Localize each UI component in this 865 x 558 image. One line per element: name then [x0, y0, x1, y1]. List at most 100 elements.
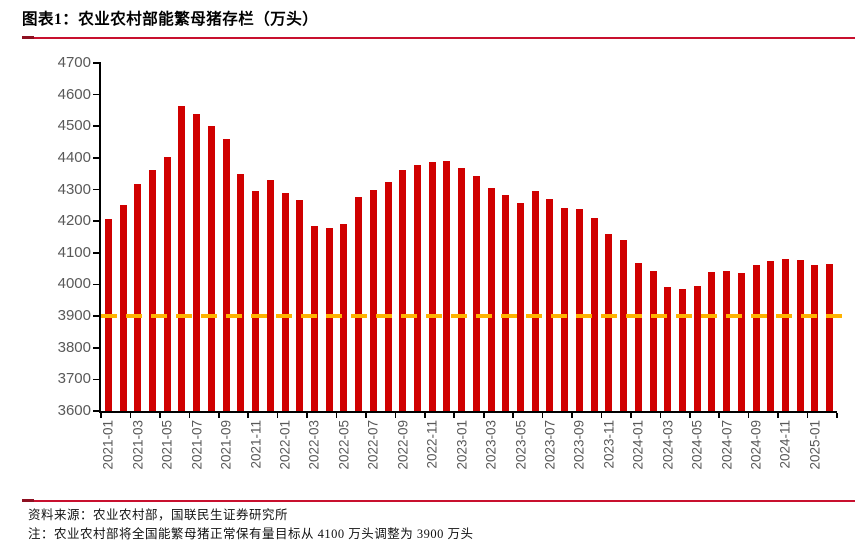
- bar: [634, 263, 642, 411]
- y-axis-label: 4200: [57, 212, 91, 230]
- x-axis-label: 2021-09: [218, 420, 234, 470]
- bar: [531, 190, 539, 411]
- bar: [561, 208, 569, 411]
- bar: [222, 139, 230, 411]
- y-axis-tick: [93, 220, 100, 222]
- bar: [693, 285, 701, 411]
- bar: [649, 271, 657, 411]
- y-axis-label: 3600: [57, 402, 91, 419]
- y-axis-label: 4400: [57, 148, 91, 166]
- bar: [163, 156, 171, 411]
- bar: [134, 183, 142, 411]
- y-axis-tick: [93, 315, 100, 317]
- x-axis-tick: [335, 412, 338, 418]
- bar: [399, 169, 407, 411]
- y-axis-tick: [93, 93, 100, 96]
- y-axis-label: 4100: [57, 243, 91, 261]
- y-axis-label: 3800: [57, 338, 91, 356]
- bar: [237, 174, 245, 411]
- y-axis-label: 4600: [57, 85, 91, 103]
- bar: [781, 259, 789, 411]
- y-axis-tick: [93, 125, 100, 128]
- x-axis-label: 2022-09: [395, 420, 411, 470]
- y-axis-label: 3900: [57, 307, 91, 325]
- x-axis-tick: [777, 412, 779, 418]
- x-axis-tick: [276, 412, 279, 418]
- x-axis-label: 2024-03: [660, 420, 676, 470]
- bar: [325, 228, 333, 411]
- bar: [517, 202, 525, 411]
- x-axis-label: 2021-05: [159, 420, 175, 470]
- y-axis-label: 4700: [57, 54, 91, 71]
- x-axis-label: 2022-05: [336, 420, 352, 470]
- bar: [355, 196, 363, 411]
- x-axis-label: 2024-05: [689, 420, 705, 470]
- y-axis-label: 4500: [57, 117, 91, 135]
- bar: [796, 259, 804, 411]
- x-axis-tick: [689, 412, 691, 418]
- x-axis-label: 2022-01: [277, 420, 293, 470]
- x-axis-label: 2024-11: [777, 420, 793, 469]
- footer-rule-accent: [22, 498, 34, 502]
- bar: [472, 175, 480, 411]
- bar: [384, 181, 392, 411]
- bar: [708, 272, 716, 411]
- x-axis-tick: [806, 412, 809, 418]
- chart-title: 图表1：农业农村部能繁母猪存栏（万头）: [22, 11, 319, 28]
- bar: [664, 286, 672, 411]
- x-axis-label: 2023-01: [454, 420, 470, 470]
- y-axis-tick: [93, 62, 100, 64]
- bar: [310, 225, 318, 411]
- x-axis-label: 2024-01: [630, 420, 646, 470]
- x-axis-label: 2025-01: [807, 420, 823, 470]
- footer-rule: [22, 500, 855, 502]
- bar: [369, 190, 377, 411]
- y-axis-line: [99, 62, 101, 412]
- bar: [487, 187, 495, 411]
- x-axis-tick: [541, 412, 544, 418]
- y-axis-tick: [93, 283, 100, 286]
- y-axis-label: 4300: [57, 180, 91, 198]
- bar: [723, 271, 731, 411]
- y-axis-label: 3700: [57, 370, 91, 388]
- y-axis-tick: [93, 157, 100, 159]
- bar: [737, 273, 745, 411]
- bar: [620, 239, 628, 411]
- x-axis-label: 2022-11: [424, 420, 440, 469]
- bar: [458, 168, 466, 411]
- x-axis-tick: [100, 412, 102, 418]
- bar: [193, 113, 201, 411]
- x-axis-label: 2023-07: [542, 420, 558, 470]
- x-axis-tick: [718, 412, 721, 418]
- source-text: 资料来源：农业农村部，国联民生证券研究所: [28, 508, 289, 522]
- bar: [119, 205, 127, 411]
- y-axis-tick: [93, 252, 100, 254]
- x-axis-tick: [188, 412, 191, 418]
- y-axis-tick: [93, 378, 100, 381]
- y-axis-tick: [93, 188, 100, 191]
- bar: [149, 170, 157, 411]
- x-axis-label: 2021-03: [130, 420, 146, 470]
- x-axis-tick: [159, 412, 161, 418]
- x-axis-tick: [836, 412, 838, 418]
- x-axis-tick: [129, 412, 132, 418]
- x-axis-line: [99, 411, 837, 413]
- x-axis-tick: [217, 412, 220, 418]
- x-axis-tick: [600, 412, 603, 418]
- bar: [266, 180, 274, 411]
- bar: [605, 234, 613, 411]
- x-axis-tick: [306, 412, 308, 418]
- x-axis-label: 2023-11: [601, 420, 617, 469]
- bar: [252, 190, 260, 411]
- bar: [413, 164, 421, 411]
- x-axis-label: 2023-09: [571, 420, 587, 470]
- bar: [752, 264, 760, 411]
- bar: [678, 288, 686, 411]
- bar: [281, 192, 289, 411]
- x-axis-label: 2024-07: [719, 420, 735, 470]
- x-axis-label: 2023-03: [483, 420, 499, 470]
- x-axis-label: 2022-03: [306, 420, 322, 470]
- bar: [767, 261, 775, 411]
- bar: [428, 161, 436, 411]
- x-axis-tick: [571, 412, 573, 418]
